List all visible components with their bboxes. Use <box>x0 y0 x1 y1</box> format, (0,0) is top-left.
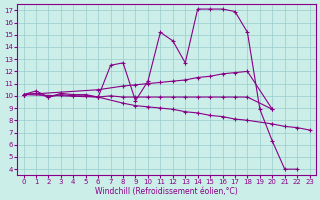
X-axis label: Windchill (Refroidissement éolien,°C): Windchill (Refroidissement éolien,°C) <box>95 187 238 196</box>
